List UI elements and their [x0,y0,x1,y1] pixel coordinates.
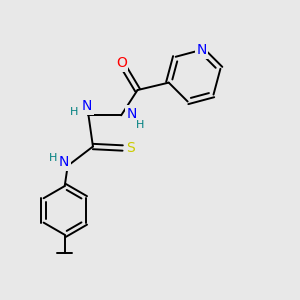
Text: N: N [59,155,69,169]
Text: N: N [196,43,207,57]
Text: N: N [126,107,137,121]
Text: H: H [49,153,57,164]
Text: H: H [70,107,78,117]
Text: N: N [82,99,92,113]
Text: H: H [136,120,145,130]
Text: O: O [116,56,127,70]
Text: S: S [126,141,134,155]
